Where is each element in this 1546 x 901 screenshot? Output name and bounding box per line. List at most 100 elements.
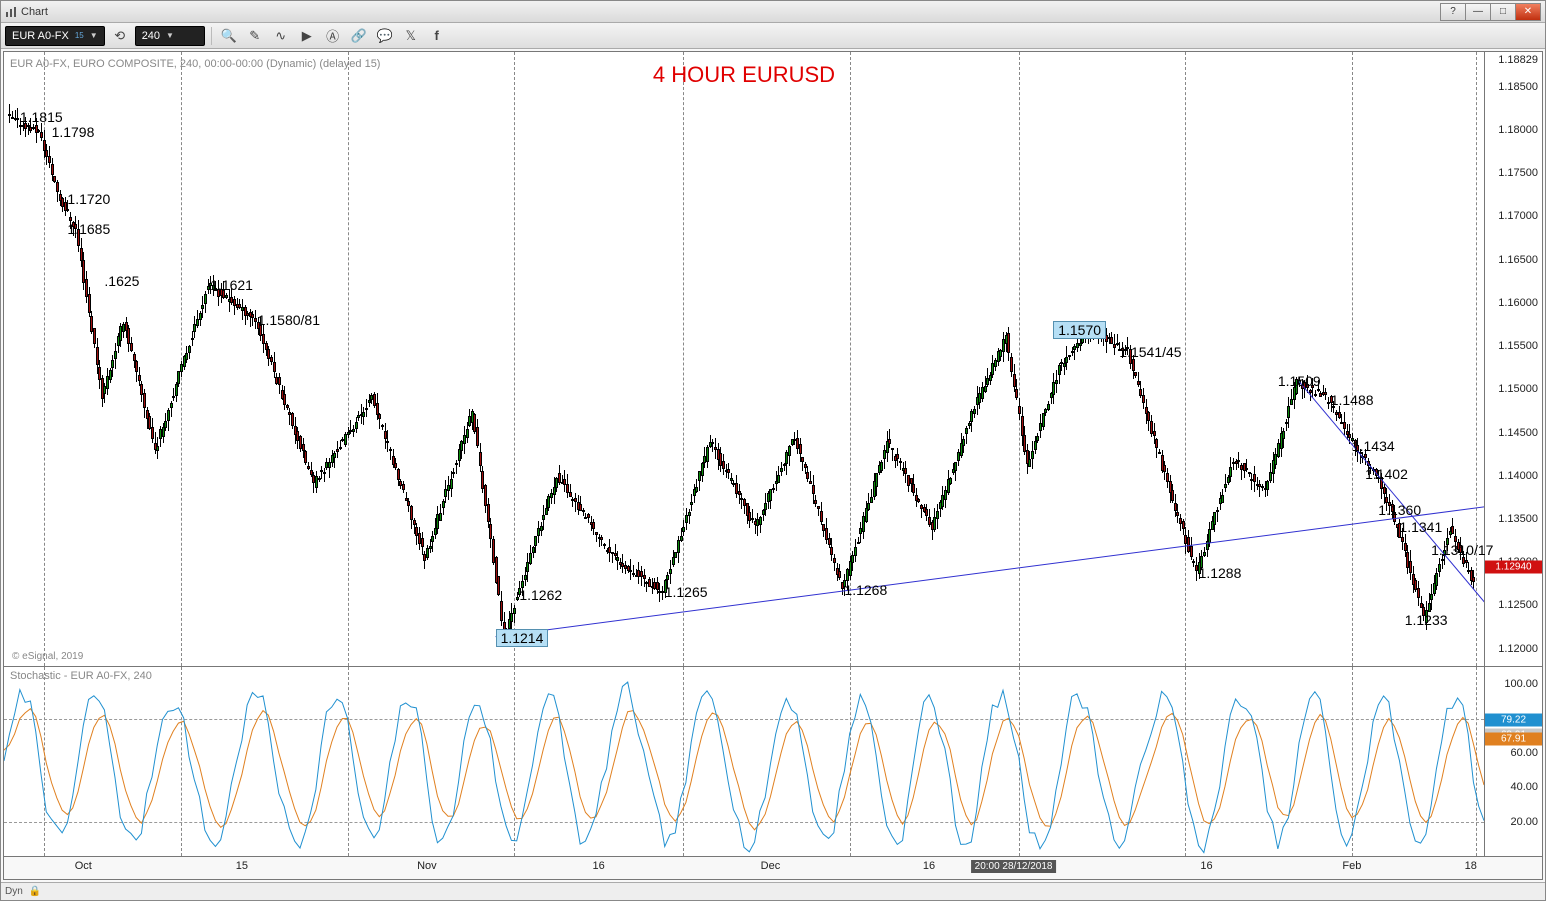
text-icon[interactable]: Ⓐ	[322, 26, 344, 46]
price-annotation: 1.1685	[67, 221, 110, 237]
close-button[interactable]: ✕	[1515, 3, 1541, 21]
grid-vline	[348, 52, 349, 666]
chat-icon[interactable]: 💬	[374, 26, 396, 46]
price-annotation: 1.1360	[1378, 502, 1421, 518]
maximize-button[interactable]: □	[1490, 3, 1516, 21]
price-annotation: 1.1815	[20, 109, 63, 125]
y-tick-label: 1.15500	[1498, 340, 1538, 352]
grid-vline	[514, 667, 515, 856]
stochastic-chart[interactable]: Stochastic - EUR A0-FX, 240 20.00 40.00 60…	[4, 667, 1542, 857]
x-tick-label: 18	[1465, 860, 1477, 872]
play-icon[interactable]: ▶	[296, 26, 318, 46]
trendlines-layer	[4, 52, 1484, 666]
window-title: Chart	[21, 6, 48, 18]
y-tick-label: 1.17000	[1498, 210, 1538, 222]
toolbar: EUR A0-FX 15 ▼ ⟲ 240 ▼ 🔍 ✎ ∿ ▶ Ⓐ 🔗 💬 𝕏 f	[1, 23, 1545, 49]
indicator-icon[interactable]: ∿	[270, 26, 292, 46]
price-yaxis: 1.120001.125001.130001.135001.140001.145…	[1484, 52, 1542, 666]
price-annotation: 1.1262	[519, 587, 562, 603]
grid-vline	[1019, 52, 1020, 666]
symbol-value: EUR A0-FX	[12, 30, 69, 42]
x-tick-label: Nov	[417, 860, 437, 872]
stochastic-info: Stochastic - EUR A0-FX, 240	[10, 670, 152, 682]
symbol-dropdown[interactable]: EUR A0-FX 15 ▼	[5, 26, 105, 46]
stoch-ytick: 20.00	[1510, 816, 1538, 828]
price-annotation: 1.1798	[52, 124, 95, 140]
time-xaxis: Oct15Nov16Dec1620:00 28/12/201816Feb18	[4, 857, 1542, 879]
stoch-current_k-label: 79.22	[1485, 713, 1542, 726]
grid-vline	[1352, 667, 1353, 856]
link-icon[interactable]: ⟲	[109, 26, 131, 46]
chart-copyright: © eSignal, 2019	[12, 651, 83, 662]
stochastic-lines	[4, 667, 1484, 856]
grid-vline	[181, 667, 182, 856]
y-tick-label: 1.17500	[1498, 167, 1538, 179]
price-annotation: 1.1570	[1053, 321, 1106, 339]
stoch-grid-hline	[4, 719, 1484, 720]
price-annotation: 1.1580/81	[258, 312, 320, 328]
price-annotation: 1.1310/17	[1431, 542, 1493, 558]
current-price-label: 1.12940	[1485, 561, 1542, 574]
y-tick-label: 1.12000	[1498, 643, 1538, 655]
grid-vline	[514, 52, 515, 666]
link2-icon[interactable]: 🔗	[348, 26, 370, 46]
x-tick-label: Dec	[761, 860, 781, 872]
caret-down-icon: ▼	[90, 31, 98, 40]
stochastic-yaxis: 20.0040.0060.0080.00100.0069.9167.9179.2…	[1484, 667, 1542, 856]
x-tick-label: 16	[923, 860, 935, 872]
y-tick-label: 1.13500	[1498, 513, 1538, 525]
facebook-icon[interactable]: f	[426, 26, 448, 46]
x-tick-label: 16	[593, 860, 605, 872]
stoch-ytick: 40.00	[1510, 781, 1538, 793]
x-tick-label: 15	[236, 860, 248, 872]
help-button[interactable]: ?	[1440, 3, 1466, 21]
price-chart[interactable]: 4 HOUR EURUSD EUR A0-FX, EURO COMPOSITE,…	[4, 52, 1542, 667]
minimize-button[interactable]: —	[1465, 3, 1491, 21]
price-annotation: 1.1402	[1365, 466, 1408, 482]
price-annotation: 1.1720	[67, 191, 110, 207]
grid-vline	[44, 667, 45, 856]
interval-dropdown[interactable]: 240 ▼	[135, 26, 205, 46]
chart-area: 4 HOUR EURUSD EUR A0-FX, EURO COMPOSITE,…	[3, 51, 1543, 880]
status-left: Dyn	[5, 886, 23, 897]
twitter-icon[interactable]: 𝕏	[400, 26, 422, 46]
x-tick-label: 16	[1200, 860, 1212, 872]
stoch-grid-hline	[4, 822, 1484, 823]
y-tick-label: 1.16000	[1498, 297, 1538, 309]
grid-vline	[683, 667, 684, 856]
grid-vline	[1476, 667, 1477, 856]
titlebar[interactable]: Chart ? — □ ✕	[1, 1, 1545, 23]
chart-title: 4 HOUR EURUSD	[653, 62, 835, 88]
price-annotation: 1.1288	[1199, 565, 1242, 581]
price-annotation: 1.1268	[844, 582, 887, 598]
statusbar: Dyn 🔒	[1, 882, 1545, 900]
grid-vline	[1185, 667, 1186, 856]
interval-value: 240	[142, 30, 160, 42]
price-annotation: 1.1265	[665, 584, 708, 600]
price-annotation: 1.1341	[1399, 519, 1442, 535]
grid-vline	[1476, 52, 1477, 666]
price-annotation: 1.1214	[496, 629, 549, 647]
x-tick-label: Feb	[1342, 860, 1361, 872]
price-annotation: .1625	[104, 273, 139, 289]
zoom-icon[interactable]: 🔍	[218, 26, 240, 46]
price-annotation: 1.1233	[1405, 612, 1448, 628]
y-tick-label: 1.18500	[1498, 81, 1538, 93]
y-tick-label: 1.16500	[1498, 254, 1538, 266]
pencil-icon[interactable]: ✎	[244, 26, 266, 46]
grid-vline	[1185, 52, 1186, 666]
grid-vline	[1352, 52, 1353, 666]
chart-info: EUR A0-FX, EURO COMPOSITE, 240, 00:00-00…	[10, 58, 380, 70]
y-tick-label: 1.15000	[1498, 383, 1538, 395]
caret-down-icon: ▼	[166, 31, 174, 40]
stoch-current_d-label: 67.91	[1485, 733, 1542, 746]
y-tick-label: 1.18000	[1498, 124, 1538, 136]
price-annotation: 1.1434	[1352, 438, 1395, 454]
x-tick-label: Oct	[75, 860, 92, 872]
chart-window: Chart ? — □ ✕ EUR A0-FX 15 ▼ ⟲ 240 ▼ 🔍 ✎…	[0, 0, 1546, 901]
price-annotation: 1.1621	[210, 277, 253, 293]
grid-vline	[683, 52, 684, 666]
symbol-badge: 15	[75, 31, 84, 40]
stoch-ytick: 60.00	[1510, 747, 1538, 759]
grid-vline	[1019, 667, 1020, 856]
